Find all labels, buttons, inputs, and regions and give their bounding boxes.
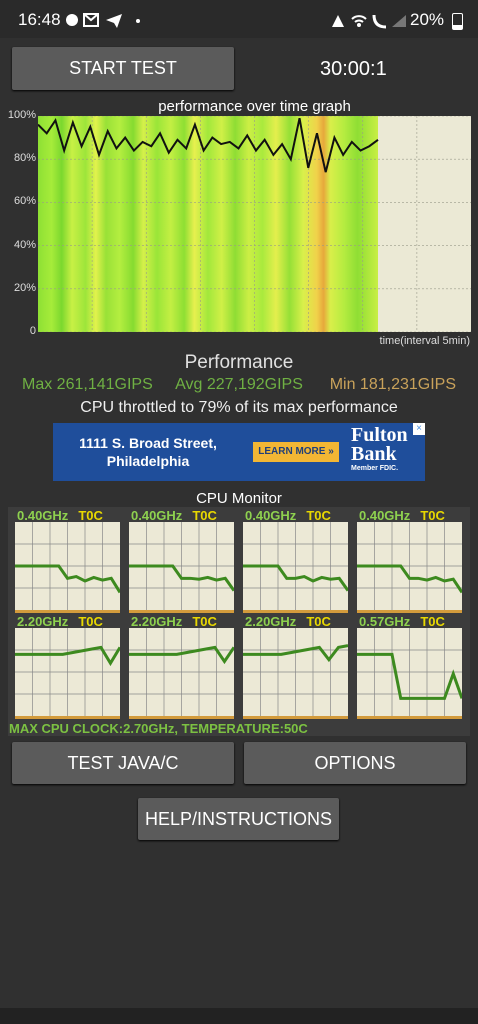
core-temp: T0C [420,614,445,629]
cpu-footer: MAX CPU CLOCK:2.70GHz, TEMPERATURE:50C [9,721,308,736]
core-freq: 0.40GHz [131,508,183,523]
ad-line: 1111 S. Broad Street, [79,435,217,451]
core-freq: 0.57GHz [359,614,411,629]
core-plot [357,522,462,613]
options-button[interactable]: OPTIONS [244,742,466,784]
core-freq: 0.40GHz [245,508,297,523]
y-label: 40% [13,238,36,251]
ad-fdic: Member FDIC. [351,465,399,472]
core-label: 2.20GHz T0C [131,614,217,629]
core-chart [357,628,462,716]
core-chart [129,522,234,610]
core-chart [15,628,120,716]
core-label: 0.40GHz T0C [245,508,331,523]
core-line [243,644,348,663]
ad-line: Philadelphia [106,453,190,469]
core-plot [129,628,234,719]
x-axis-label: time(interval 5min) [379,335,470,347]
test-java-button[interactable]: TEST JAVA/C [12,742,234,784]
battery-text: 20% [410,10,445,29]
graph-grid [38,116,471,332]
core-label: 0.40GHz T0C [17,508,103,523]
core-chart [243,628,348,716]
status-time: 16:48 [18,10,61,29]
core-chart [15,522,120,610]
ad-close[interactable]: × [413,423,425,435]
help-button[interactable]: HELP/INSTRUCTIONS [138,798,339,840]
core-chart [357,522,462,610]
battery-icon [452,13,463,30]
core-freq: 0.40GHz [359,508,411,523]
core-plot [357,628,462,719]
core-label: 2.20GHz T0C [17,614,103,629]
y-label: 80% [13,152,36,165]
status-icons [66,13,140,28]
core-line [129,564,234,592]
ad-cta[interactable]: LEARN MORE » [253,442,339,462]
core-line [243,564,348,592]
core-label: 2.20GHz T0C [245,614,331,629]
ad-banner[interactable]: 1111 S. Broad Street, Philadelphia LEARN… [53,423,425,481]
core-temp: T0C [192,508,217,523]
cpu-monitor-title: CPU Monitor [196,490,282,507]
core-label: 0.40GHz T0C [131,508,217,523]
core-line [129,645,234,665]
core-plot [129,522,234,613]
ad-address: 1111 S. Broad Street, Philadelphia [63,434,233,470]
core-plot [15,628,120,719]
core-freq: 2.20GHz [17,614,69,629]
core-label: 0.40GHz T0C [359,508,445,523]
status-icons-right [332,14,406,29]
min-gips: Min 181,231GIPS [329,376,456,393]
core-temp: T0C [306,508,331,523]
core-label: 0.57GHz T0C [359,614,445,629]
core-temp: T0C [192,614,217,629]
y-label: 0 [29,325,36,337]
core-plot [243,522,348,613]
core-freq: 0.40GHz [17,508,69,523]
max-gips: Max 261,141GIPS [22,376,153,393]
performance-line [38,117,379,173]
core-temp: T0C [78,614,103,629]
core-plot [15,522,120,613]
y-label: 60% [13,195,36,208]
start-test-button[interactable]: START TEST [12,47,234,90]
performance-heading: Performance [184,352,294,373]
y-label: 100% [7,109,36,121]
core-chart [129,628,234,716]
y-label: 20% [13,281,36,294]
core-line [15,564,120,594]
core-plot [243,628,348,719]
core-freq: 2.20GHz [245,614,297,629]
status-bar [0,0,478,38]
timer: 30:00:1 [320,58,387,80]
core-temp: T0C [306,614,331,629]
core-line [357,652,462,700]
core-freq: 2.20GHz [131,614,183,629]
core-line [15,645,120,667]
ad-brand: Fulton Bank Member FDIC. [351,424,408,473]
ad-brand-line: Fulton [351,424,408,446]
throttle-text: CPU throttled to 79% of its max performa… [80,399,398,416]
nav-bar [0,1008,478,1024]
avg-gips: Avg 227,192GIPS [175,376,303,393]
graph-area [38,116,471,332]
core-temp: T0C [78,508,103,523]
core-temp: T0C [420,508,445,523]
core-chart [243,522,348,610]
graph-title: performance over time graph [158,98,351,115]
core-line [357,564,462,594]
ad-brand-line: Bank [351,443,397,465]
